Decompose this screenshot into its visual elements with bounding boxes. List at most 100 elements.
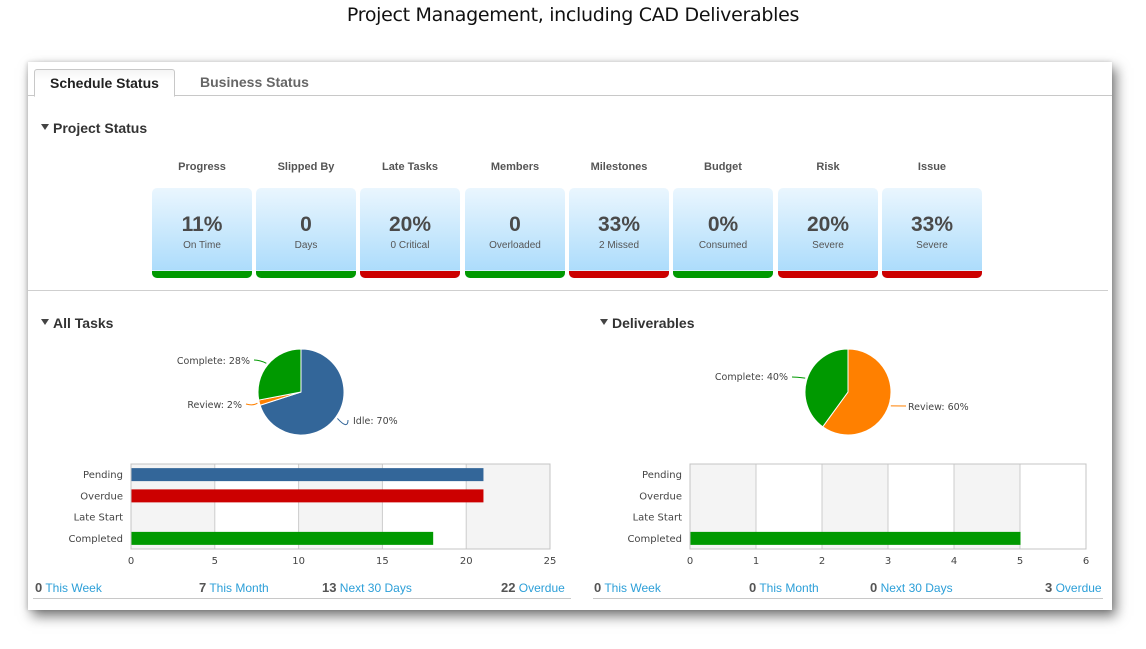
category-label-completed: Completed [68, 534, 123, 545]
collapse-triangle-icon [41, 124, 49, 131]
kpi-label-progress: Progress [178, 161, 226, 173]
footer-label: This Month [206, 581, 269, 595]
kpi-value: 33% [597, 213, 641, 236]
pie-label-idle: Idle: 70% [353, 416, 398, 427]
category-label-overdue: Overdue [80, 491, 123, 502]
kpi-card-issue[interactable]: 33% Severe [882, 188, 982, 278]
collapse-triangle-icon [41, 319, 49, 326]
kpi-status-bar-good [673, 270, 773, 278]
kpi-value: 0 [509, 213, 521, 236]
footer-count: 0 [35, 580, 43, 595]
all-tasks-header[interactable]: All Tasks [41, 315, 113, 331]
x-tick-label: 0 [687, 556, 693, 566]
kpi-subtext: Days [294, 240, 318, 251]
x-tick-label: 15 [376, 556, 389, 566]
all-tasks-bar-chart: 0 5 10 15 20 25 Pending Overdue Late Start Comple… [68, 463, 557, 566]
footer-label: This Week [601, 581, 661, 595]
collapse-triangle-icon [600, 319, 608, 326]
kpi-subtext: Overloaded [489, 240, 541, 251]
footer-count: 7 [199, 580, 207, 595]
footer-count: 22 [501, 580, 516, 595]
category-label-overdue: Overdue [639, 491, 682, 502]
kpi-label-risk: Risk [816, 161, 840, 173]
deliverables-section: Deliverables Review: 60% Complete: 40% 0 1… [588, 291, 1128, 610]
kpi-card-members[interactable]: 0 Overloaded [465, 188, 565, 278]
deliverables-title: Deliverables [612, 315, 695, 331]
category-label-pending: Pending [83, 470, 123, 481]
kpi-label-milestones: Milestones [590, 161, 648, 173]
pie-slice-review[interactable] [822, 348, 892, 436]
pie-connector-review [245, 402, 258, 406]
kpi-status-bar-bad [778, 270, 878, 278]
pie-label-complete: Complete: 28% [177, 356, 250, 367]
page-caption: Project Management, including CAD Delive… [346, 4, 800, 26]
kpi-card-risk[interactable]: 20% Severe [778, 188, 878, 278]
kpi-card-milestones[interactable]: 33% 2 Missed [569, 188, 669, 278]
footer-label: This Month [756, 581, 819, 595]
footer-link-this-month[interactable]: 0 This Month [749, 580, 819, 595]
kpi-status-bar-good [256, 270, 356, 278]
kpi-subtext: Severe [812, 240, 844, 251]
footer-count: 0 [594, 580, 602, 595]
kpi-value: 11% [181, 213, 223, 236]
bar-completed[interactable] [690, 531, 1021, 545]
kpi-status-bar-bad [569, 270, 669, 278]
pie-label-review: Review: 2% [187, 400, 242, 411]
deliverables-footer: 0 This Week 0 This Month 0 Next 30 Days 3 O… [593, 577, 1103, 599]
category-label-completed: Completed [627, 534, 682, 545]
kpi-label-late-tasks: Late Tasks [381, 161, 439, 173]
kpi-value: 33% [910, 213, 954, 236]
pie-slice-complete[interactable] [804, 348, 849, 428]
kpi-value: 20% [388, 213, 432, 236]
kpi-value: 0% [707, 213, 739, 236]
footer-link-next-30-days[interactable]: 0 Next 30 Days [870, 580, 953, 595]
pie-connector-complete [791, 376, 806, 379]
pie-slice-idle[interactable] [259, 348, 345, 436]
x-tick-label: 4 [951, 556, 957, 566]
project-status-header[interactable]: Project Status [41, 120, 147, 136]
footer-label: Next 30 Days [877, 581, 953, 595]
footer-link-overdue[interactable]: 3 Overdue [1045, 580, 1102, 595]
deliverables-header[interactable]: Deliverables [600, 315, 695, 331]
footer-count: 0 [870, 580, 878, 595]
pie-connector-idle [337, 418, 349, 426]
tab-business-status[interactable]: Business Status [200, 74, 309, 90]
x-tick-label: 20 [460, 556, 473, 566]
kpi-card-progress[interactable]: 11% On Time [152, 188, 252, 278]
project-status-title: Project Status [53, 120, 148, 136]
kpi-label-members: Members [490, 161, 540, 173]
footer-label: Next 30 Days [336, 581, 412, 595]
kpi-status-bar-good [152, 270, 252, 278]
bar-pending[interactable] [131, 468, 484, 482]
footer-count: 0 [749, 580, 757, 595]
footer-link-next-30-days[interactable]: 13 Next 30 Days [322, 580, 412, 595]
footer-link-this-week[interactable]: 0 This Week [35, 580, 102, 595]
category-label-pending: Pending [642, 470, 682, 481]
x-tick-label: 25 [544, 556, 557, 566]
all-tasks-section: All Tasks Idle: 70% Review: 2% Complete: 2… [28, 291, 571, 610]
x-tick-label: 5 [1017, 556, 1023, 566]
kpi-subtext: On Time [183, 240, 221, 251]
footer-label: This Week [42, 581, 102, 595]
footer-link-overdue[interactable]: 22 Overdue [501, 580, 565, 595]
x-tick-label: 3 [885, 556, 891, 566]
kpi-card-budget[interactable]: 0% Consumed [673, 188, 773, 278]
footer-label: Overdue [1052, 581, 1102, 595]
pie-slice-complete[interactable] [257, 348, 302, 401]
tab-schedule-status[interactable]: Schedule Status [34, 69, 175, 97]
all-tasks-pie-chart: Idle: 70% Review: 2% Complete: 28% [177, 348, 398, 436]
bar-overdue[interactable] [131, 489, 484, 503]
dashboard-panel: Schedule Status Business Status Project … [28, 62, 1112, 610]
x-tick-label: 10 [292, 556, 305, 566]
x-tick-label: 5 [212, 556, 218, 566]
deliverables-bar-chart: 0 1 2 3 4 5 6 Pending Overdue Late Start Completed [627, 463, 1089, 566]
plot-border [130, 463, 551, 550]
all-tasks-title: All Tasks [53, 315, 114, 331]
kpi-status-bar-bad [360, 270, 460, 278]
kpi-subtext: Consumed [698, 240, 748, 251]
bar-completed[interactable] [131, 531, 434, 545]
kpi-card-slipped-by[interactable]: 0 Days [256, 188, 356, 278]
footer-link-this-week[interactable]: 0 This Week [594, 580, 661, 595]
footer-link-this-month[interactable]: 7 This Month [199, 580, 269, 595]
kpi-card-late-tasks[interactable]: 20% 0 Critical [360, 188, 460, 278]
